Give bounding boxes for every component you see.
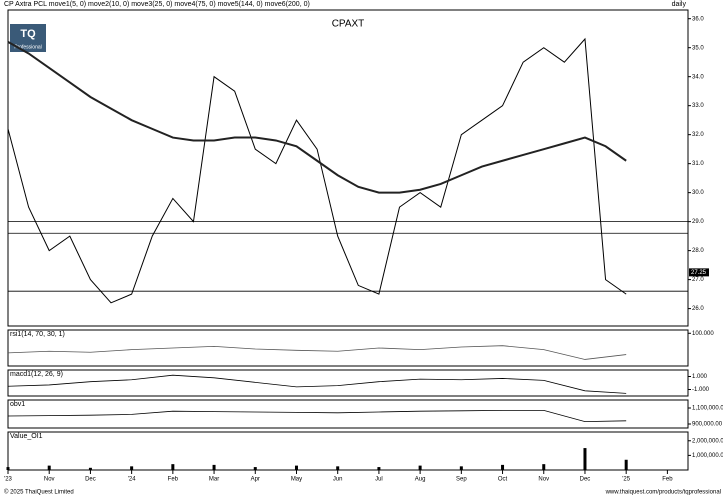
bar xyxy=(88,467,92,470)
y-tick-label: 34.0 xyxy=(692,74,704,80)
x-tick-label: Dec xyxy=(580,477,591,483)
logo-subtitle: Professional xyxy=(14,44,42,50)
footer-right: www.thaiquest.com/products/tqprofessiona… xyxy=(605,490,721,496)
x-tick-label: May xyxy=(291,477,302,483)
x-tick-label: Feb xyxy=(168,477,179,483)
bar xyxy=(171,464,175,470)
last-price-tag xyxy=(689,268,709,277)
price-line xyxy=(7,410,627,423)
logo-title: TQ xyxy=(20,28,36,40)
bar xyxy=(294,465,298,470)
x-tick-label: Feb xyxy=(662,477,673,483)
x-tick-label: '24 xyxy=(128,477,136,483)
panel-frame xyxy=(7,9,689,327)
x-tick-label: Nov xyxy=(44,477,55,483)
y-tick-label: 35.0 xyxy=(692,45,704,51)
y-tick-label: 1,000,000.00 xyxy=(692,453,723,459)
x-tick-label: Dec xyxy=(85,477,96,483)
price-line xyxy=(7,345,627,360)
chart-title: CPAXT xyxy=(332,19,365,30)
bar xyxy=(253,467,257,470)
x-tick-label: '23 xyxy=(4,477,12,483)
x-tick-label: Sep xyxy=(456,477,467,483)
x-tick-label: Oct xyxy=(498,477,508,483)
y-tick-label: 26.0 xyxy=(692,306,704,312)
bar xyxy=(624,459,628,470)
y-tick-label: 29.0 xyxy=(692,219,704,225)
x-tick-label: Jun xyxy=(333,477,343,483)
y-tick-label: 27.0 xyxy=(692,277,704,283)
bar xyxy=(130,466,134,470)
panel-frame xyxy=(7,431,689,471)
bar xyxy=(583,448,587,470)
bar xyxy=(501,464,505,470)
y-tick-label: 2,000,000.00 xyxy=(692,438,723,444)
panel-frame xyxy=(7,329,689,367)
y-tick-label: 1,100,000.00 xyxy=(692,406,723,412)
period: daily xyxy=(672,1,687,8)
price-line xyxy=(7,37,627,304)
y-tick-label: 100.000 xyxy=(692,331,714,337)
y-tick-label: 900,000.00 xyxy=(692,422,723,428)
panel-title: obv1 xyxy=(10,401,25,408)
x-tick-label: Aug xyxy=(415,477,426,483)
y-tick-label: 28.0 xyxy=(692,248,704,254)
footer-left: © 2025 ThaiQuest Limited xyxy=(4,489,74,496)
bar xyxy=(542,464,546,470)
y-tick-label: 36.0 xyxy=(692,16,704,22)
y-tick-label: 31.0 xyxy=(692,161,704,167)
x-tick-label: '25 xyxy=(622,477,630,483)
y-tick-label: 1.000 xyxy=(692,374,708,380)
header: CP Axtra PCL move1(5, 0) move2(10, 0) mo… xyxy=(4,1,310,8)
bar xyxy=(212,464,216,470)
x-tick-label: Jul xyxy=(375,477,383,483)
y-tick-label: -1.000 xyxy=(692,387,710,393)
panel-title: macd1(12, 26, 9) xyxy=(10,371,63,378)
bar xyxy=(6,467,10,470)
panel-title: rsi1(14, 70, 30, 1) xyxy=(10,331,65,338)
bar xyxy=(47,465,51,470)
panel-frame xyxy=(7,399,689,429)
y-tick-label: 30.0 xyxy=(692,190,704,196)
last-price-label: 27.25 xyxy=(691,270,707,276)
price-line xyxy=(7,374,627,394)
y-tick-label: 33.0 xyxy=(692,103,704,109)
bar xyxy=(377,467,381,470)
x-tick-label: Mar xyxy=(209,477,219,483)
x-tick-label: Nov xyxy=(538,477,549,483)
bar xyxy=(459,466,463,470)
panel-frame xyxy=(7,369,689,397)
price-line xyxy=(7,41,627,194)
y-tick-label: 32.0 xyxy=(692,132,704,138)
bar xyxy=(336,466,340,470)
bar xyxy=(418,465,422,470)
panel-title: Value_OI1 xyxy=(10,433,43,440)
x-tick-label: Apr xyxy=(251,477,260,483)
